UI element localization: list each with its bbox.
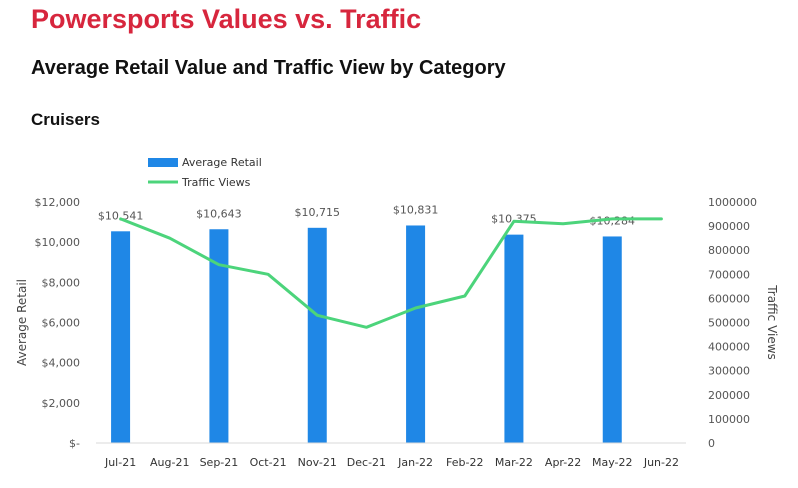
- bar-data-label: $10,541: [98, 209, 144, 222]
- y2-tick-label: 200000: [708, 389, 750, 402]
- x-axis: Jul-21 Aug-21 Sep-21 Oct-21 Nov-21 Dec-21 Jan-…: [96, 442, 686, 469]
- y-tick-label: $8,000: [42, 276, 81, 289]
- y2-tick-label: 700000: [708, 268, 750, 281]
- bar-data-labels: $10,541 $10,643 $10,715 $10,831$10,375 $10,2…: [98, 203, 635, 227]
- bar: [504, 234, 524, 443]
- y2-tick-label: 100000: [708, 413, 750, 426]
- legend-label-average-retail: Average Retail: [182, 156, 262, 169]
- y-tick-label: $10,000: [35, 236, 81, 249]
- y2-tick-label: 300000: [708, 365, 750, 378]
- y2-tick-label: 1000000: [708, 196, 757, 209]
- x-tick-label: Jan-22: [397, 456, 433, 469]
- y-axis-title: Average Retail: [15, 279, 29, 366]
- bar-data-label: $10,643: [196, 207, 242, 220]
- x-tick-label: Aug-21: [150, 456, 189, 469]
- x-tick-label: Mar-22: [495, 456, 533, 469]
- x-tick-label: Sep-21: [200, 456, 239, 469]
- line-series: [119, 217, 663, 329]
- bar-series: [111, 225, 622, 443]
- y2-tick-label: 600000: [708, 292, 750, 305]
- y2-tick-label: 400000: [708, 341, 750, 354]
- traffic-views-line: [119, 217, 663, 329]
- chart-subtitle: Average Retail Value and Traffic View by…: [31, 57, 506, 79]
- y-tick-label: $4,000: [42, 357, 81, 370]
- bar: [406, 225, 426, 443]
- x-tick-label: Jul-21: [104, 456, 136, 469]
- right-axis: 0 100000 200000 300000 400000 500000 600000 700…: [708, 196, 757, 450]
- y2-tick-label: 500000: [708, 317, 750, 330]
- x-tick-label: Apr-22: [545, 456, 581, 469]
- x-tick-label: Feb-22: [446, 456, 483, 469]
- y2-tick-label: 0: [708, 437, 715, 450]
- legend-label-traffic-views: Traffic Views: [181, 176, 251, 189]
- bar: [602, 236, 622, 443]
- y-tick-label: $2,000: [42, 397, 81, 410]
- x-tick-label: Jun-22: [643, 456, 679, 469]
- category-title: Cruisers: [31, 110, 100, 129]
- x-tick-label: May-22: [592, 456, 633, 469]
- legend-swatch-average-retail: [148, 158, 178, 167]
- bar: [111, 231, 131, 443]
- combo-chart: Average Retail Traffic Views $- $2,000 $4,0…: [15, 156, 779, 469]
- bar-data-label: $10,831: [393, 203, 439, 216]
- bar: [209, 229, 229, 443]
- bar-data-label: $10,715: [295, 206, 341, 219]
- x-tick-label: Dec-21: [347, 456, 386, 469]
- y2-tick-label: 800000: [708, 244, 750, 257]
- y2-axis-title: Traffic Views: [765, 284, 779, 360]
- page-title: Powersports Values vs. Traffic: [31, 4, 422, 34]
- x-tick-label: Oct-21: [250, 456, 287, 469]
- left-axis: $- $2,000 $4,000 $6,000 $8,000 $10,000 $12,000: [35, 196, 81, 450]
- bar: [307, 227, 327, 443]
- y-tick-label: $6,000: [42, 317, 81, 330]
- x-tick-label: Nov-21: [298, 456, 337, 469]
- y-tick-label: $-: [69, 437, 80, 450]
- y2-tick-label: 900000: [708, 220, 750, 233]
- chart-legend: Average Retail Traffic Views: [148, 156, 262, 189]
- y-tick-label: $12,000: [35, 196, 81, 209]
